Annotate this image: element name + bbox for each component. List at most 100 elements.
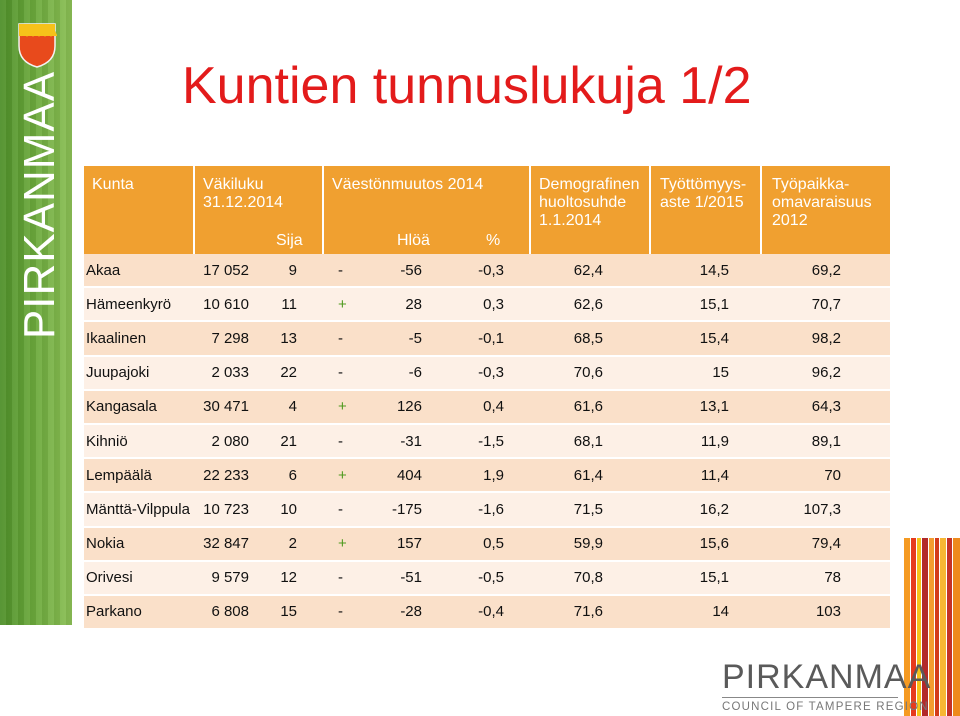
cell-sign: -	[338, 569, 343, 587]
cell-tyot: 15,1	[699, 295, 729, 313]
cell-sija: 11	[281, 295, 297, 313]
cell-sign: -	[338, 500, 343, 518]
left-brand-band: PIRKANMAA	[0, 0, 72, 625]
cell-hloa: -5	[408, 329, 422, 347]
cell-demo: 71,6	[573, 603, 603, 621]
cell-demo: 71,5	[573, 500, 603, 518]
cell-tyot: 14,5	[699, 261, 729, 279]
decorative-bars	[904, 538, 960, 716]
cell-hloa: -51	[400, 569, 422, 587]
cell-pros: -1,6	[478, 500, 504, 518]
cell-hloa: 404	[396, 466, 422, 484]
cell-omav: 98,2	[811, 329, 841, 347]
cell-sija: 12	[280, 569, 297, 587]
cell-pros: -0,1	[478, 329, 504, 347]
cell-sija: 10	[280, 500, 297, 518]
cell-pros: -0,3	[478, 364, 504, 382]
cell-demo: 70,6	[573, 364, 603, 382]
cell-kunta: Parkano	[86, 603, 142, 621]
header-sija: Sija	[276, 232, 303, 249]
cell-hloa: 157	[396, 535, 422, 553]
cell-demo: 68,1	[573, 432, 603, 450]
header-vakiluku: Väkiluku 31.12.2014	[203, 176, 284, 211]
cell-omav: 103	[815, 603, 841, 621]
cell-sign: -	[338, 603, 343, 621]
cell-sija: 22	[280, 364, 297, 382]
cell-omav: 107,3	[803, 500, 841, 518]
cell-tyot: 14	[712, 603, 729, 621]
header-kunta: Kunta	[92, 176, 134, 193]
table-row: Juupajoki 2 033 22 - -6 -0,3 70,6 15 96,2	[84, 356, 890, 391]
vertical-brand-text: PIRKANMAA	[15, 70, 64, 340]
cell-omav: 78	[824, 569, 841, 587]
cell-omav: 64,3	[811, 398, 841, 416]
cell-pros: -0,3	[478, 261, 504, 279]
cell-sign: -	[338, 364, 343, 382]
header-hloa: Hlöä	[397, 232, 430, 249]
cell-sija: 4	[288, 398, 297, 416]
cell-vakiluku: 10 610	[203, 295, 249, 313]
cell-vakiluku: 6 808	[211, 603, 249, 621]
cell-sign: -	[338, 261, 343, 279]
header-omavaraisuus: Työpaikka- omavaraisuus 2012	[772, 176, 872, 229]
cell-kunta: Mänttä-Vilppula	[86, 500, 190, 518]
table-row: Parkano 6 808 15 - -28 -0,4 71,6 14 103	[84, 595, 890, 631]
coat-of-arms-icon	[18, 23, 57, 68]
cell-pros: -0,5	[478, 569, 504, 587]
cell-sign: +	[338, 466, 347, 484]
cell-pros: -0,4	[478, 603, 504, 621]
header-vaestonmuutos: Väestönmuutos 2014	[332, 176, 484, 193]
table-row: Orivesi 9 579 12 - -51 -0,5 70,8 15,1 78	[84, 561, 890, 596]
cell-omav: 70	[824, 466, 841, 484]
cell-kunta: Lempäälä	[86, 466, 152, 484]
cell-sija: 9	[288, 261, 297, 279]
cell-hloa: -28	[400, 603, 422, 621]
cell-omav: 69,2	[811, 261, 841, 279]
cell-pros: 0,3	[483, 295, 504, 313]
cell-omav: 79,4	[811, 535, 841, 553]
header-demografinen: Demografinen huoltosuhde 1.1.2014	[539, 176, 640, 229]
page-title: Kuntien tunnuslukuja 1/2	[182, 57, 752, 115]
cell-demo: 68,5	[573, 329, 603, 347]
cell-hloa: -56	[400, 261, 422, 279]
cell-kunta: Nokia	[86, 535, 125, 553]
cell-tyot: 11,9	[700, 432, 729, 450]
cell-omav: 96,2	[811, 364, 841, 382]
cell-sija: 13	[280, 329, 297, 347]
header-pros: %	[486, 232, 501, 249]
cell-demo: 62,6	[573, 295, 603, 313]
cell-pros: 0,4	[483, 398, 504, 416]
cell-vakiluku: 17 052	[203, 261, 249, 279]
cell-vakiluku: 30 471	[203, 398, 249, 416]
table-header: Kunta Väkiluku 31.12.2014 Sija Väestönmu…	[84, 166, 890, 254]
table-row: Kihniö 2 080 21 - -31 -1,5 68,1 11,9 89,1	[84, 424, 890, 460]
cell-tyot: 13,1	[699, 398, 729, 416]
municipality-table: Kunta Väkiluku 31.12.2014 Sija Väestönmu…	[84, 166, 890, 631]
cell-sija: 6	[288, 466, 297, 484]
header-tyottomyys: Työttömyys- aste 1/2015	[660, 176, 747, 211]
cell-kunta: Orivesi	[86, 569, 133, 587]
cell-demo: 70,8	[573, 569, 603, 587]
table-row: Mänttä-Vilppula 10 723 10 - -175 -1,6 71,5 16,2…	[84, 493, 890, 528]
pirkanmaa-logo: PIRKANMAA COUNCIL OF TAMPERE REGION	[722, 660, 931, 713]
table-row: Akaa 17 052 9 - -56 -0,3 62,4 14,5 69,2	[84, 254, 890, 289]
cell-tyot: 11,4	[700, 466, 729, 484]
table-body: Akaa 17 052 9- -56 -0,3 62,4 14,5 69,2 Hämeenkyr…	[84, 254, 890, 631]
cell-kunta: Ikaalinen	[86, 329, 147, 347]
cell-vakiluku: 2 080	[211, 432, 249, 450]
cell-hloa: -175	[391, 500, 422, 518]
logo-main-text: PIRKANMAA	[722, 658, 932, 696]
cell-omav: 89,1	[811, 432, 841, 450]
cell-sign: +	[338, 398, 347, 416]
cell-kunta: Juupajoki	[86, 364, 150, 382]
table-row: Nokia 32 847 2 +157 0,5 59,9 15,6 79,4	[84, 527, 890, 562]
cell-kunta: Kihniö	[86, 432, 128, 450]
cell-tyot: 16,2	[699, 500, 729, 518]
table-row: Ikaalinen 7 298 13 - -5 -0,1 68,5 15,4 98,2	[84, 322, 890, 357]
cell-kunta: Akaa	[86, 261, 121, 279]
cell-hloa: 126	[396, 398, 422, 416]
cell-vakiluku: 22 233	[203, 466, 249, 484]
cell-sign: -	[338, 329, 343, 347]
cell-vakiluku: 9 579	[211, 569, 249, 587]
cell-sija: 2	[288, 535, 297, 553]
